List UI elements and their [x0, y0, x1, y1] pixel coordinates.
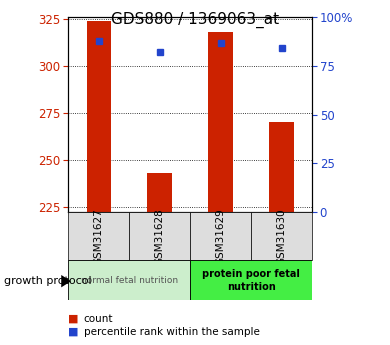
Text: ■: ■ [68, 327, 79, 337]
Text: growth protocol: growth protocol [4, 276, 92, 286]
Bar [87, 21, 111, 212]
Bar [68, 212, 129, 260]
Bar [190, 260, 312, 300]
Text: GSM31630: GSM31630 [277, 208, 287, 265]
Text: protein poor fetal
nutrition: protein poor fetal nutrition [202, 269, 300, 292]
Bar [251, 212, 312, 260]
Text: GSM31627: GSM31627 [94, 208, 104, 265]
Text: GDS880 / 1369063_at: GDS880 / 1369063_at [111, 12, 279, 28]
Text: percentile rank within the sample: percentile rank within the sample [84, 327, 260, 337]
Text: normal fetal nutrition: normal fetal nutrition [81, 276, 178, 285]
Bar [190, 212, 251, 260]
Text: count: count [84, 314, 113, 324]
Polygon shape [61, 275, 71, 287]
Bar [208, 32, 233, 212]
Text: GSM31629: GSM31629 [216, 208, 225, 265]
Bar [68, 260, 190, 300]
Text: GSM31628: GSM31628 [155, 208, 165, 265]
Bar [129, 212, 190, 260]
Text: ■: ■ [68, 314, 79, 324]
Bar [269, 122, 294, 212]
Bar [147, 173, 172, 212]
